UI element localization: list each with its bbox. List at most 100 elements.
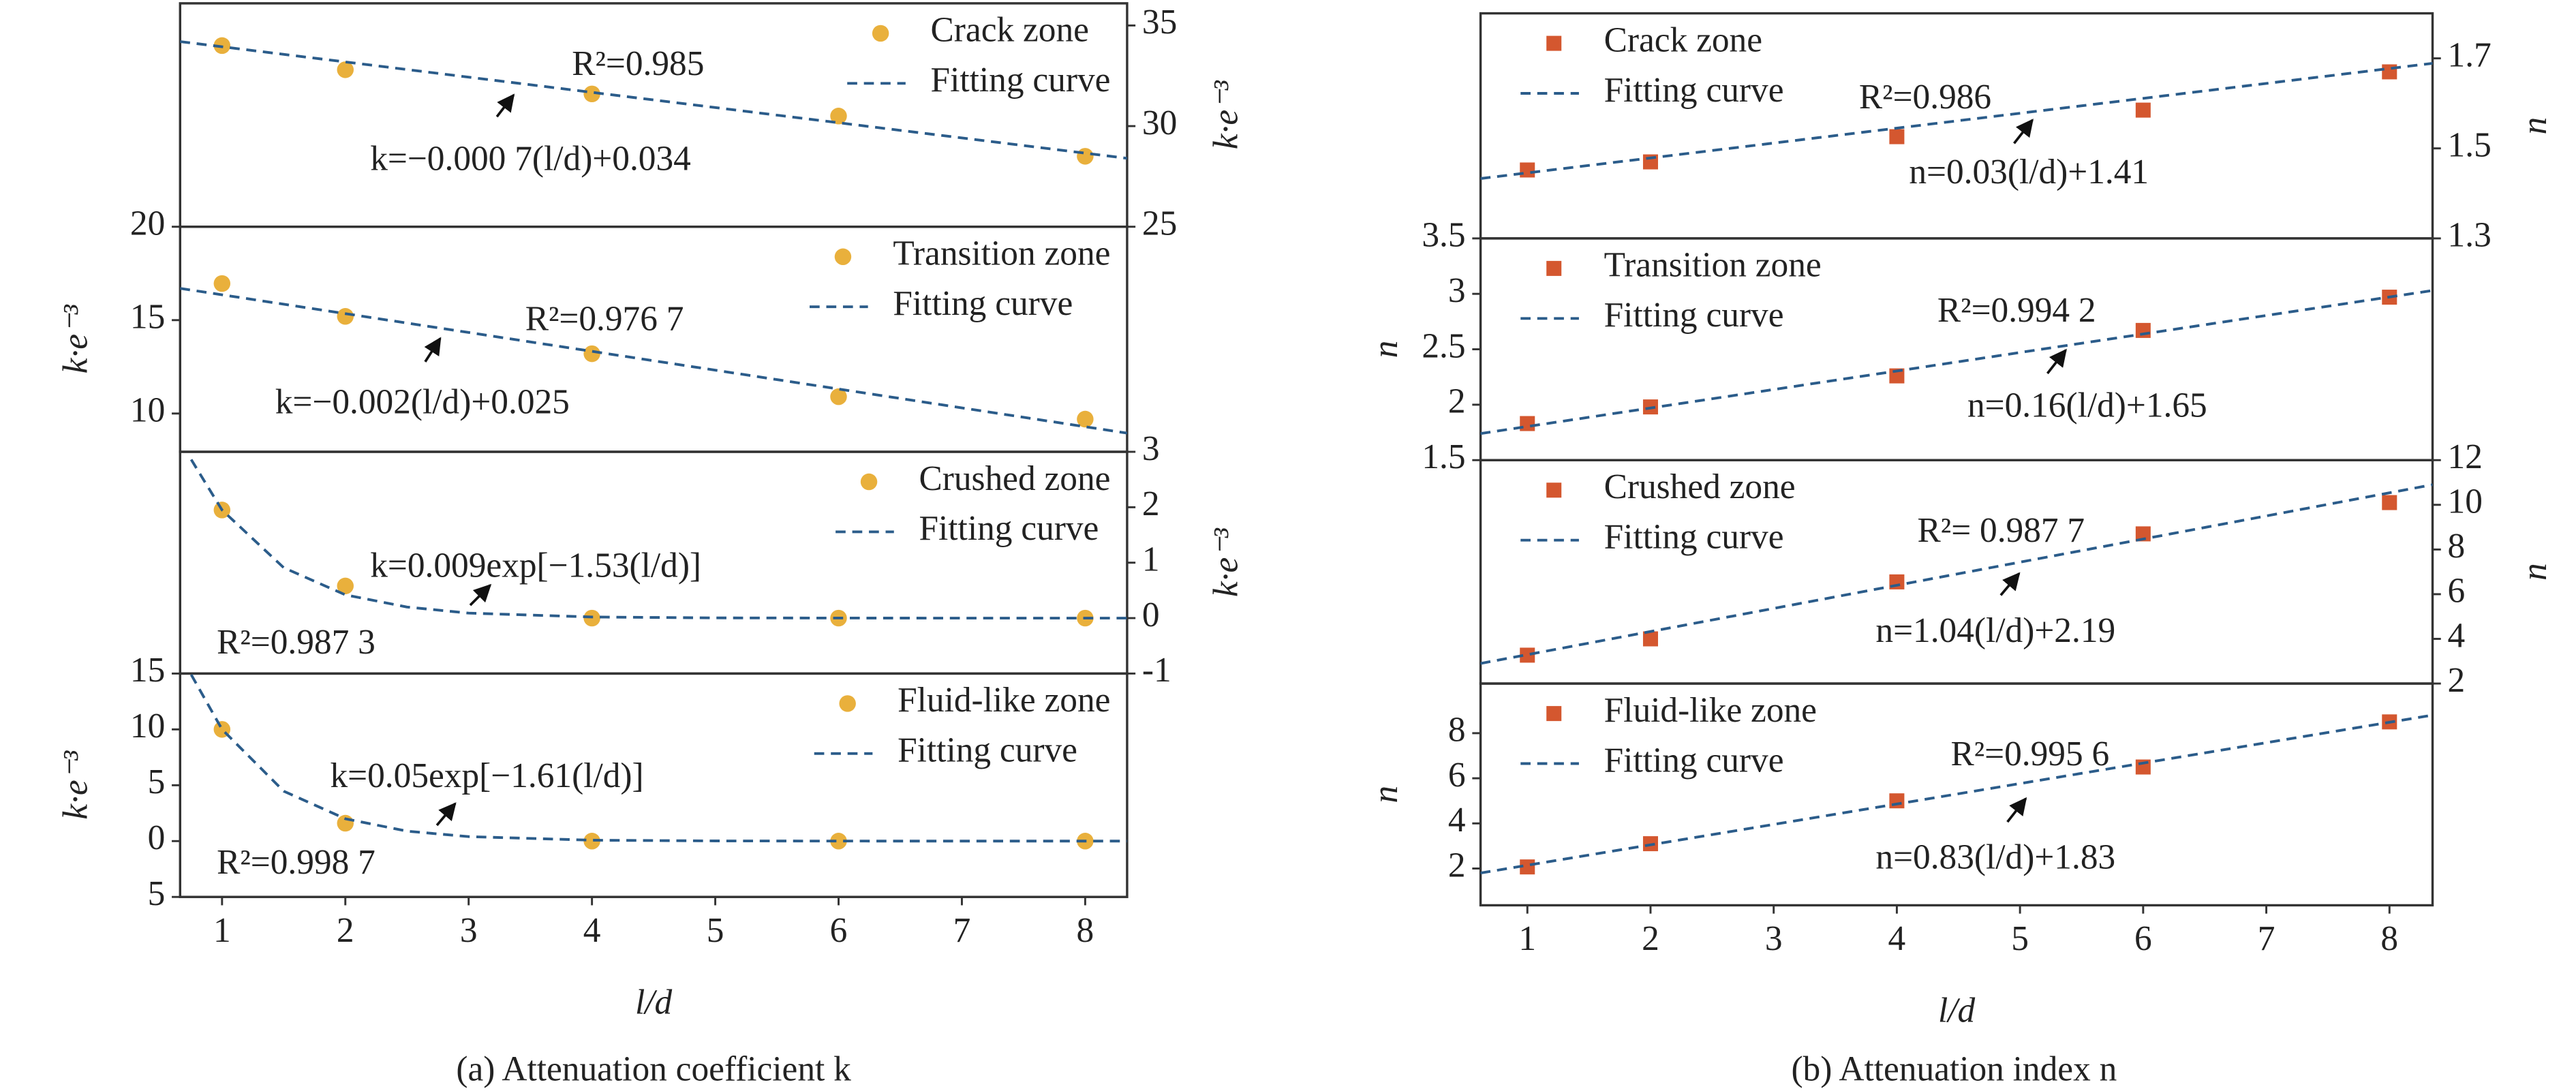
- data-point: [1077, 148, 1094, 165]
- data-point: [2135, 526, 2151, 542]
- x-tick-label: 2: [1642, 919, 1659, 958]
- data-point: [1889, 793, 1905, 809]
- data-point: [1642, 631, 1658, 647]
- panel: 1.5 2 2.5 3 3.5 n Transition zone Fitting curve…: [1366, 216, 2434, 476]
- x-tick-label: 8: [1077, 911, 1094, 950]
- y-tick-label: 0: [148, 818, 166, 857]
- legend-label: Fluid-like zone: [1604, 691, 1817, 730]
- y-axis-label: n: [2515, 117, 2554, 135]
- annotation: n=0.16(l/d)+1.65: [1967, 386, 2207, 425]
- arrow: [2013, 119, 2034, 144]
- data-point: [337, 61, 354, 78]
- y-tick-label: 2: [1448, 382, 1466, 421]
- legend-label: Fitting curve: [1604, 296, 1784, 335]
- y-tick-label: 20: [130, 204, 165, 243]
- fitting-curve: [1480, 289, 2433, 435]
- annotation: n=0.83(l/d)+1.83: [1875, 838, 2115, 877]
- data-point: [1520, 647, 1535, 663]
- data-point: [583, 85, 600, 103]
- caption: (a) Attenuation coefficient k: [456, 1049, 851, 1088]
- y-tick-label: 15: [130, 651, 165, 690]
- arrow: [2006, 797, 2027, 823]
- panel: 10 15 20 k·e⁻³ Transition zone Fitting curve R…: [56, 204, 1129, 453]
- annotation: R²=0.985: [572, 44, 704, 83]
- annotation: n=1.04(l/d)+2.19: [1875, 611, 2115, 650]
- y-tick-label: 2.5: [1422, 326, 1465, 365]
- y-tick-label: 0: [1142, 596, 1160, 634]
- legend-label: Fluid-like zone: [898, 681, 1110, 720]
- annotation: R²=0.994 2: [1937, 291, 2096, 330]
- panel: 2 4 6 8 10 12 n Crushed zone Fitting curve R²= 0.…: [1479, 437, 2554, 700]
- legend-label: Crack zone: [931, 11, 1089, 50]
- x-tick-label: 8: [2380, 919, 2398, 958]
- annotation: n=0.03(l/d)+1.41: [1909, 153, 2149, 191]
- x-tick-label: 1: [213, 911, 231, 950]
- legend-label: Fitting curve: [1604, 741, 1784, 780]
- legend-marker: [872, 25, 889, 42]
- y-axis-label: k·e⁻³: [1206, 527, 1245, 598]
- arrow: [424, 337, 442, 363]
- legend-label: Fitting curve: [898, 731, 1077, 770]
- y-tick-label: -1: [1142, 651, 1171, 690]
- fitting-curve: [1480, 713, 2433, 875]
- plot-frame: [1479, 682, 2434, 907]
- annotation: R²=0.986: [1859, 78, 1991, 117]
- arrow: [469, 583, 492, 606]
- y-tick-label: 3: [1142, 429, 1160, 468]
- fitting-curve: [180, 287, 1127, 435]
- annotation: R²=0.998 7: [217, 843, 375, 882]
- y-tick-label: 1.3: [2448, 216, 2491, 255]
- y-axis-label: k·e⁻³: [56, 750, 95, 820]
- panel: 2 4 6 8 n 1 2 3 4 5 6 7 8 l/d Fluid-like zone Fitting c…: [1366, 682, 2434, 1030]
- legend-label: Fitting curve: [1604, 71, 1784, 110]
- y-tick-label: 1.7: [2448, 35, 2491, 74]
- y-tick-label: 10: [130, 391, 165, 430]
- panel: 5 0 5 10 15 k·e⁻³ 1 2 3 4 5 6 7 8 l/d Fluid-like zone Fi…: [56, 651, 1129, 1021]
- data-point: [830, 108, 847, 125]
- legend-marker: [834, 248, 852, 265]
- data-point: [337, 308, 354, 325]
- y-tick-label: 4: [2448, 616, 2466, 655]
- y-tick-label: 12: [2448, 437, 2483, 476]
- y-tick-label: 2: [2448, 661, 2466, 700]
- y-axis-label: n: [1366, 341, 1405, 358]
- legend-marker: [1546, 706, 1562, 722]
- x-tick-label: 1: [1518, 919, 1536, 958]
- y-tick-label: 25: [1142, 204, 1177, 243]
- data-point: [830, 388, 847, 405]
- annotation: k=0.05exp[−1.61(l/d)]: [330, 756, 643, 795]
- legend-marker: [1546, 35, 1562, 51]
- data-point: [1520, 859, 1535, 875]
- x-tick-label: 7: [2258, 919, 2275, 958]
- y-axis-label: n: [1366, 786, 1405, 803]
- panel: 25 30 35 k·e⁻³ Crack zone Fitting curve R²=0.9…: [179, 2, 1245, 243]
- x-tick-label: 5: [2011, 919, 2029, 958]
- fitting-curve: [1480, 61, 2433, 180]
- x-tick-label: 4: [1888, 919, 1906, 958]
- y-tick-label: 5: [148, 874, 166, 913]
- data-point: [1077, 410, 1094, 428]
- y-tick-label: 3.5: [1422, 216, 1465, 255]
- y-tick-label: 8: [2448, 527, 2466, 566]
- y-tick-label: 30: [1142, 104, 1177, 142]
- x-tick-label: 6: [830, 911, 848, 950]
- y-tick-label: 5: [148, 763, 166, 801]
- y-tick-label: 35: [1142, 3, 1177, 42]
- data-point: [2135, 322, 2151, 338]
- legend-label: Crushed zone: [919, 459, 1110, 498]
- y-tick-label: 2: [1142, 485, 1160, 523]
- x-axis-label: l/d: [1938, 992, 1976, 1030]
- data-point: [583, 833, 600, 850]
- y-tick-label: 2: [1448, 846, 1466, 885]
- y-tick-label: 1: [1142, 540, 1160, 579]
- legend-label: Crushed zone: [1604, 467, 1796, 506]
- data-point: [2135, 102, 2151, 118]
- legend-marker: [1546, 260, 1562, 276]
- y-axis-label: k·e⁻³: [56, 304, 95, 374]
- x-tick-label: 5: [707, 911, 724, 950]
- arrow: [495, 93, 515, 118]
- y-tick-label: 15: [130, 298, 165, 337]
- y-axis-label: k·e⁻³: [1206, 80, 1245, 150]
- caption: (b) Attenuation index n: [1791, 1049, 2117, 1088]
